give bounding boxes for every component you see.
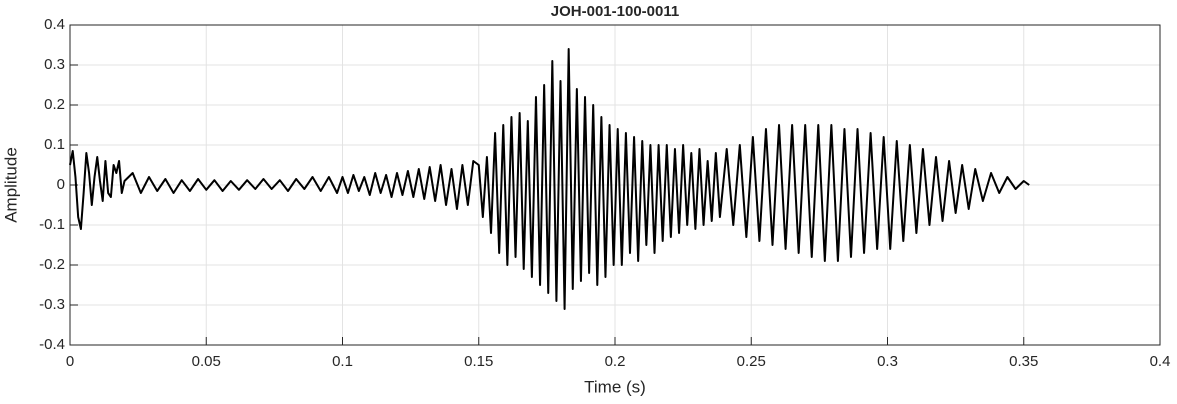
plot-frame — [69, 24, 1161, 346]
y-tick-label: 0.1 — [44, 136, 65, 153]
y-tick-label: 0.4 — [44, 16, 65, 33]
y-tick-label: 0.3 — [44, 56, 65, 73]
x-tick-label: 0.4 — [1150, 353, 1171, 370]
y-tick-label: -0.4 — [39, 336, 65, 353]
x-axis-label: Time (s) — [584, 377, 646, 396]
x-tick-label: 0.15 — [464, 353, 493, 370]
x-tick-label: 0.3 — [877, 353, 898, 370]
waveform-line — [69, 48, 1030, 310]
x-tick-label: 0.2 — [605, 353, 626, 370]
x-tick-label: 0.35 — [1009, 353, 1038, 370]
y-tick-label: -0.3 — [39, 296, 65, 313]
x-tick-label: 0.05 — [192, 353, 221, 370]
chart-title: JOH-001-100-0011 — [551, 3, 679, 20]
x-tick-label: 0.1 — [332, 353, 353, 370]
y-tick-label: -0.1 — [39, 216, 65, 233]
y-tick-label: 0 — [57, 176, 65, 193]
y-tick-label: -0.2 — [39, 256, 65, 273]
x-tick-label: 0.25 — [737, 353, 766, 370]
y-tick-label: 0.2 — [44, 96, 65, 113]
y-axis-label: Amplitude — [1, 147, 20, 223]
x-tick-label: 0 — [66, 353, 74, 370]
